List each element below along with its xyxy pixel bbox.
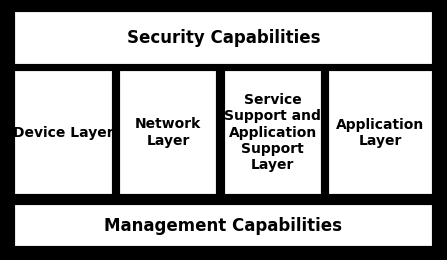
Bar [327,69,434,196]
Bar [13,203,434,248]
Text: Network
Layer: Network Layer [135,118,201,148]
Bar [118,69,218,196]
Text: Application
Layer: Application Layer [336,118,425,148]
Bar [223,69,323,196]
Text: Management Capabilities: Management Capabilities [105,217,342,235]
Text: Device Layer: Device Layer [13,126,114,140]
Bar [13,69,114,196]
Text: Security Capabilities: Security Capabilities [127,29,320,47]
Bar [13,10,434,66]
Text: Service
Support and
Application
Support
Layer: Service Support and Application Support … [224,93,321,172]
